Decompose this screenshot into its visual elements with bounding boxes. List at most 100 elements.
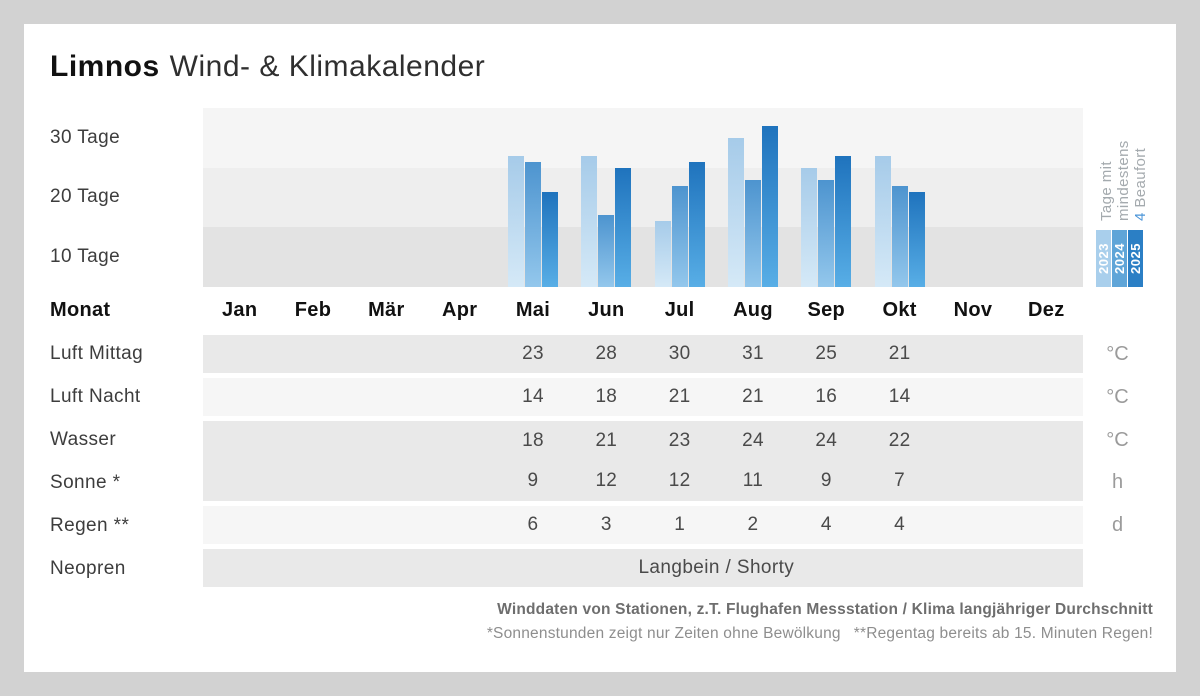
value-luft-mittag-nov: [936, 335, 1009, 373]
legend-year-chip-2023: 2023: [1096, 230, 1111, 287]
value-luft-nacht-nov: [936, 378, 1009, 416]
value-sonne-feb: [276, 461, 349, 501]
legend-year-chip-2024: 2024: [1112, 230, 1127, 287]
footnote-sun: *Sonnenstunden zeigt nur Zeiten ohne Bew…: [486, 625, 841, 642]
value-regen-aug: 2: [747, 514, 759, 536]
row-unit-regen: d: [1111, 514, 1124, 537]
value-wasser-aug: 24: [742, 430, 764, 452]
table-row-luft-mittag: Luft Mittag 23 28 30 31 25 21 °C: [50, 333, 1152, 376]
legend-year-label-2023: 2023: [1096, 243, 1112, 274]
value-sonne-okt: 7: [894, 470, 906, 492]
value-regen-apr: [423, 506, 496, 544]
chart-grid-band-0: [203, 108, 1083, 168]
value-sonne-sep: 9: [820, 470, 832, 492]
row-band-luft-nacht: 14 18 21 21 16 14: [203, 377, 1083, 416]
value-wasser-jun: 21: [595, 430, 618, 452]
value-luft-nacht-jan: [203, 378, 276, 416]
value-luft-mittag-feb: [276, 335, 349, 373]
month-header-okt: Okt: [882, 298, 917, 321]
bar-2024-jun: [598, 215, 615, 287]
bar-2023-okt: [874, 155, 891, 287]
value-luft-mittag-dez: [1010, 335, 1083, 373]
value-luft-nacht-jul: 21: [668, 385, 691, 407]
value-luft-mittag-mär: [350, 335, 423, 373]
month-header-jan: Jan: [221, 298, 258, 321]
value-sonne-mär: [350, 461, 423, 501]
table-row-wasser: Wasser 18 21 23 24 24 22 °C: [50, 419, 1152, 462]
bar-2025-aug: [762, 125, 778, 287]
page-title: Limnos Wind- & Klimakalender: [50, 50, 485, 84]
value-luft-mittag-apr: [423, 335, 496, 373]
row-band-neopren: Langbein / Shorty: [203, 549, 1083, 587]
row-label-regen: Regen **: [50, 514, 130, 536]
row-unit-sonne: h: [1111, 471, 1124, 494]
value-sonne-apr: [423, 461, 496, 501]
value-sonne-jan: [203, 461, 276, 501]
bar-2024-jul: [671, 185, 688, 287]
month-header-mär: Mär: [368, 298, 405, 321]
month-header-jun: Jun: [588, 298, 625, 321]
table-row-sonne: Sonne * 9 12 12 11 9 7 h: [50, 461, 1152, 504]
footer-source-text: Winddaten von Stationen, z.T. Flughafen …: [497, 601, 1153, 618]
table-row-neopren: Neopren Langbein / Shorty: [50, 547, 1152, 590]
value-wasser-mai: 18: [522, 430, 544, 452]
value-wasser-apr: [423, 421, 496, 462]
value-sonne-mai: 9: [527, 470, 539, 492]
footer-notes: *Sonnenstunden zeigt nur Zeiten ohne Bew…: [487, 625, 1153, 643]
value-wasser-dez: [1010, 421, 1083, 462]
bar-2024-okt: [891, 185, 908, 287]
legend-year-label-2024: 2024: [1112, 243, 1128, 274]
bar-2024-mai: [525, 161, 541, 287]
bar-2025-jun: [615, 167, 632, 287]
y-axis-label-20-tage: 20 Tage: [50, 186, 121, 208]
value-luft-mittag-sep: 25: [815, 342, 838, 364]
footer: Winddaten von Stationen, z.T. Flughafen …: [487, 601, 1153, 643]
value-regen-jan: [203, 506, 276, 544]
value-luft-mittag-mai: 23: [522, 342, 544, 364]
row-label-luft-nacht: Luft Nacht: [50, 386, 141, 408]
value-regen-sep: 4: [820, 514, 832, 536]
value-regen-okt: 4: [894, 514, 906, 536]
value-wasser-mär: [350, 421, 423, 462]
value-wasser-nov: [936, 421, 1009, 462]
bar-2023-sep: [801, 167, 818, 287]
row-label-luft-mittag: Luft Mittag: [50, 343, 144, 365]
footnote-rain: **Regentag bereits ab 15. Minuten Regen!: [853, 625, 1153, 642]
row-unit-neopren: [1083, 547, 1152, 590]
month-header-feb: Feb: [294, 298, 332, 321]
climate-calendar-card: Limnos Wind- & Klimakalender 30 Tage 20 Ta…: [24, 24, 1176, 672]
bar-2024-aug: [745, 179, 761, 287]
value-regen-mär: [350, 506, 423, 544]
value-sonne-jun: 12: [595, 470, 618, 492]
value-wasser-jan: [203, 421, 276, 462]
value-sonne-jul: 12: [668, 470, 691, 492]
bar-2025-okt: [908, 191, 925, 287]
row-band-regen: 6 3 1 2 4 4: [203, 506, 1083, 545]
value-luft-nacht-apr: [423, 378, 496, 416]
row-unit-wasser: °C: [1106, 428, 1129, 451]
month-header-nov: Nov: [953, 298, 993, 321]
row-band-sonne: 9 12 12 11 9 7: [203, 461, 1083, 502]
value-regen-nov: [936, 506, 1009, 544]
month-header-sep: Sep: [807, 298, 846, 321]
value-luft-nacht-mai: 14: [522, 385, 544, 407]
value-luft-nacht-okt: 14: [888, 385, 911, 407]
month-header-row: Monat Jan Feb Mär Apr Mai Jun Jul Aug Sep Okt Nov D…: [50, 287, 1152, 333]
value-sonne-aug: 11: [742, 470, 764, 492]
value-regen-jul: 1: [674, 514, 686, 536]
month-header-aug: Aug: [733, 298, 773, 321]
bar-2023-jul: [654, 221, 671, 287]
month-header-jul: Jul: [664, 298, 695, 321]
value-sonne-dez: [1010, 461, 1083, 501]
value-sonne-nov: [936, 461, 1009, 501]
month-header-mai: Mai: [515, 298, 551, 321]
month-header-apr: Apr: [441, 298, 478, 321]
title-subtitle: Wind- & Klimakalender: [169, 50, 486, 83]
row-label-wasser: Wasser: [50, 429, 117, 451]
row-band-wasser: 18 21 23 24 24 22: [203, 420, 1083, 462]
row-band-luft-mittag: 23 28 30 31 25 21: [203, 335, 1083, 373]
bar-2025-jul: [688, 161, 705, 287]
bar-2024-sep: [818, 179, 835, 287]
value-regen-jun: 3: [600, 514, 612, 536]
chart-grid-band-1: [203, 167, 1083, 228]
